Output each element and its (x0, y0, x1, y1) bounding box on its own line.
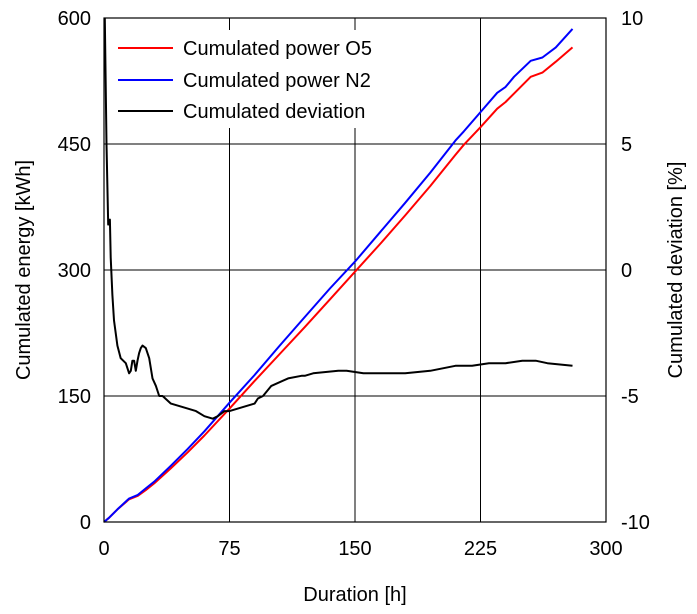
x-tick-label: 225 (464, 538, 497, 560)
y2-tick-label: -5 (621, 386, 639, 408)
tick-labels: 0 75 150 225 300 0 150 300 450 600 -10 -5 0 5 10 (58, 8, 650, 560)
y-tick-label: 450 (58, 134, 91, 156)
y2-axis-title: Cumulated deviation [%] (665, 162, 687, 379)
legend-label-o5: Cumulated power O5 (183, 38, 372, 60)
legend-label-deviation: Cumulated deviation (183, 101, 365, 123)
y2-tick-label: 5 (621, 134, 632, 156)
y-tick-label: 600 (58, 8, 91, 30)
x-tick-label: 75 (218, 538, 240, 560)
y-tick-label: 0 (80, 512, 91, 534)
y-axis-title: Cumulated energy [kWh] (13, 160, 35, 380)
x-tick-label: 150 (338, 538, 371, 560)
x-axis-title: Duration [h] (303, 584, 406, 606)
legend-label-n2: Cumulated power N2 (183, 70, 371, 92)
y2-tick-label: 0 (621, 260, 632, 282)
x-tick-label: 300 (589, 538, 622, 560)
series-line-n2 (103, 28, 574, 523)
x-tick-label: 0 (98, 538, 109, 560)
y2-tick-label: 10 (621, 8, 643, 30)
series-line-deviation (103, 17, 573, 420)
y-tick-label: 150 (58, 386, 91, 408)
y2-tick-label: -10 (621, 512, 650, 534)
series-line-o5 (103, 46, 574, 523)
y-tick-label: 300 (58, 260, 91, 282)
legend: Cumulated power O5 Cumulated power N2 Cu… (110, 30, 415, 128)
plot-frame (103, 17, 607, 523)
plot-series (103, 17, 574, 523)
